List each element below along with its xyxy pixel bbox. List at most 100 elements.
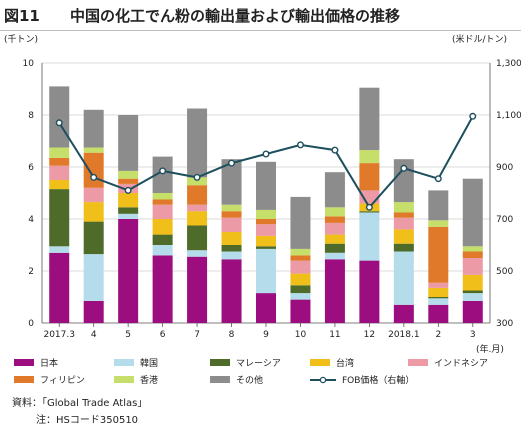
x-tick-label: 11	[329, 330, 340, 340]
fob-price-point	[365, 203, 373, 211]
bar-segment	[428, 220, 449, 227]
bar-segment	[187, 204, 208, 212]
legend-item: 台湾	[310, 356, 354, 369]
bar-segment	[187, 256, 208, 323]
bar-segment	[49, 189, 70, 247]
title-bar: 図11 中国の化工でん粉の輸出量および輸出価格の推移	[0, 0, 521, 31]
bar-segment	[324, 216, 345, 223]
y2-tick-label: 1,300	[496, 59, 521, 69]
y-tick-label: 10	[23, 59, 35, 69]
bar-segment	[290, 299, 311, 323]
y2-tick-label: 700	[496, 215, 513, 225]
y2-tick-label: 900	[496, 163, 513, 173]
bar-segment	[83, 147, 104, 153]
bar-segment	[221, 159, 242, 205]
bar-segment	[359, 260, 380, 323]
legend-swatch	[114, 359, 134, 366]
bar-segment	[49, 180, 70, 190]
legend-label: マレーシア	[236, 359, 281, 369]
legend-label: インドネシア	[434, 359, 489, 369]
bar-segment	[256, 209, 276, 219]
bar-segment	[428, 190, 449, 221]
y-tick-label: 6	[28, 163, 34, 173]
legend-swatch	[210, 376, 230, 383]
bar-segment	[256, 248, 276, 294]
bar-segment	[152, 234, 173, 245]
y-tick-label: 8	[28, 111, 34, 121]
y-tick-label: 0	[28, 319, 34, 329]
bar-segment	[359, 211, 380, 213]
legend-item-line: FOB価格（右軸）	[310, 373, 414, 386]
bar-segment	[462, 251, 483, 258]
bar-segment	[462, 246, 483, 252]
bar-segment	[393, 304, 414, 323]
bar-segment	[221, 211, 242, 218]
legend-swatch	[14, 376, 34, 383]
bar-segment	[152, 255, 173, 323]
y2-tick-label: 300	[496, 319, 513, 329]
bar-segment	[359, 163, 380, 191]
legend-swatch	[310, 359, 330, 366]
bar-segment	[83, 300, 104, 323]
legend-label: フィリピン	[40, 376, 85, 386]
bar-segment	[118, 207, 139, 214]
bar-segment	[49, 147, 70, 158]
bar-segment	[428, 287, 449, 297]
x-tick-label: 9	[263, 330, 269, 340]
bar-segment	[324, 222, 345, 235]
fob-price-point	[193, 173, 201, 181]
figure-number: 図11	[4, 7, 40, 25]
bar-segment	[152, 245, 173, 256]
x-tick-label: 3	[470, 330, 476, 340]
legend-label: 香港	[140, 376, 159, 386]
bar-segment	[462, 300, 483, 323]
bar-segment	[393, 251, 414, 305]
fob-price-point	[262, 150, 270, 158]
legend-item: 香港	[114, 373, 158, 386]
bar-segment	[256, 235, 276, 247]
bar-segment	[152, 193, 173, 200]
fob-price-point	[124, 186, 132, 194]
x-tick-label: 10	[295, 330, 307, 340]
fob-price-point	[296, 141, 304, 149]
bar-segment	[359, 87, 380, 151]
x-tick-label: 6	[160, 330, 166, 340]
fob-price-point	[434, 175, 442, 183]
legend-label: 韓国	[140, 359, 159, 369]
bar-segment	[187, 108, 208, 178]
bar-segment	[49, 86, 70, 148]
bar-segment	[221, 217, 242, 232]
bar-segment	[290, 255, 311, 261]
x-tick-label: 5	[125, 330, 131, 340]
x-tick-label: 12	[364, 330, 375, 340]
source-note: 資料：「Global Trade Atlas」	[12, 398, 148, 409]
hs-code-note: 注：HSコード350510	[36, 415, 139, 426]
bar-segment	[428, 282, 449, 288]
bar-segment	[324, 259, 345, 323]
bar-segment	[462, 290, 483, 294]
bar-segment	[393, 217, 414, 230]
y-tick-label: 2	[28, 267, 34, 277]
bar-segment	[359, 212, 380, 261]
legend-swatch	[14, 359, 34, 366]
bar-segment	[462, 178, 483, 247]
bar-segment	[187, 185, 208, 205]
bar-segment	[462, 293, 483, 301]
bar-segment	[393, 243, 414, 252]
bar-segment	[187, 177, 208, 186]
bar-segment	[428, 298, 449, 305]
bar-segment	[359, 150, 380, 164]
bar-segment	[49, 246, 70, 253]
legend-swatch	[114, 376, 134, 383]
bar-segment	[256, 161, 276, 210]
bar-segment	[118, 115, 139, 171]
fob-price-point	[400, 164, 408, 172]
bar-segment	[256, 246, 276, 249]
legend-item: その他	[210, 373, 263, 386]
legend-label: 台湾	[336, 359, 355, 369]
bar-segment	[324, 172, 345, 208]
bar-segment	[290, 248, 311, 256]
bar-segment	[290, 196, 311, 249]
bar-segment	[256, 224, 276, 236]
bar-segment	[152, 219, 173, 235]
